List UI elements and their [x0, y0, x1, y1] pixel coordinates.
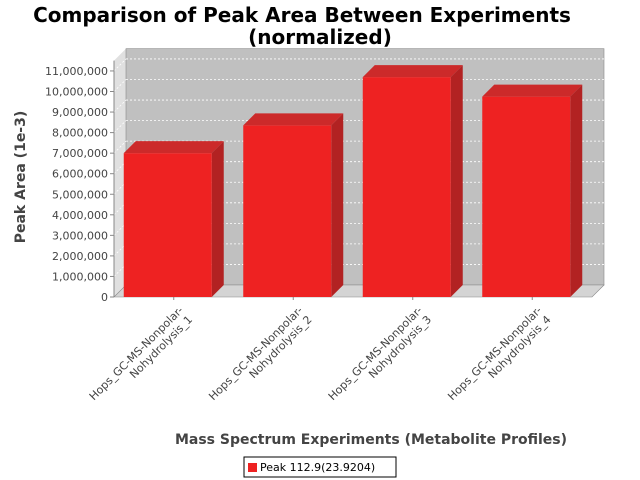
legend: Peak 112.9(23.9204): [243, 456, 397, 478]
y-axis: 0 1,000,000 2,000,000 3,000,000 4,000,000 5,0…: [45, 60, 115, 304]
x-axis-label: Mass Spectrum Experiments (Metabolite Pr…: [175, 432, 567, 448]
legend-item-label: Peak 112.9(23.9204): [260, 461, 375, 474]
gridline-diagonal: [113, 79, 127, 92]
gridline-diagonal: [113, 99, 127, 113]
bars: [123, 65, 583, 298]
x-tick-label: Hops_GC-MS-Nonpolar-Nohydrolysis_2: [206, 304, 314, 403]
x-axis: Hops_GC-MS-Nonpolar-Nohydrolysis_1 Hops_G…: [87, 297, 554, 403]
legend-swatch: [248, 463, 257, 472]
y-tick-label: 10,000,000: [45, 86, 108, 99]
bar-top: [123, 141, 224, 154]
plot-left-wall: [114, 48, 126, 297]
gridlines: [113, 58, 604, 277]
gridline-diagonal: [113, 243, 127, 257]
bar: [123, 153, 212, 297]
x-tick-label: Hops_GC-MS-Nonpolar-Nohydrolysis_3: [326, 304, 434, 403]
y-tick-label: 1,000,000: [52, 270, 108, 283]
y-tick-label: 3,000,000: [52, 229, 108, 242]
gridline-diagonal: [113, 264, 127, 277]
x-tick-label-line: Hops_GC-MS-Nonpolar-: [326, 304, 425, 403]
y-tick-label: 8,000,000: [52, 127, 108, 140]
x-tick-label: Hops_GC-MS-Nonpolar-Nohydrolysis_1: [87, 304, 195, 403]
y-tick-label: 7,000,000: [52, 147, 108, 160]
gridline-diagonal: [113, 120, 127, 133]
y-tick-label: 6,000,000: [52, 168, 108, 181]
gridline-diagonal: [113, 181, 127, 195]
x-tick-label-line: Hops_GC-MS-Nonpolar-: [445, 304, 544, 403]
chart-title: Comparison of Peak Area Between Experime…: [33, 3, 571, 27]
bar-top: [362, 65, 463, 78]
gridline-diagonal: [113, 161, 127, 174]
bar-top: [243, 113, 344, 126]
gridline-diagonal: [113, 58, 127, 72]
gridline-diagonal: [113, 202, 127, 216]
gridline-diagonal: [113, 140, 127, 154]
y-tick-label: 2,000,000: [52, 250, 108, 263]
bar: [362, 77, 451, 298]
bar: [482, 96, 571, 297]
bar-side: [211, 141, 224, 297]
bar-top: [482, 84, 583, 97]
x-tick-label: Hops_GC-MS-Nonpolar-Nohydrolysis_4: [445, 304, 553, 403]
bar-side: [331, 113, 344, 297]
legend-box: [243, 456, 397, 478]
x-tick-label-line: Hops_GC-MS-Nonpolar-: [206, 304, 305, 403]
x-tick-label-line: Hops_GC-MS-Nonpolar-: [87, 304, 186, 403]
bar-side: [450, 65, 463, 298]
y-tick-label: 4,000,000: [52, 209, 108, 222]
y-tick-label: 9,000,000: [52, 106, 108, 119]
bar-side: [570, 84, 583, 297]
y-tick-label: 5,000,000: [52, 188, 108, 201]
y-tick-label: 0: [101, 291, 108, 304]
y-axis-label: Peak Area (1e-3): [13, 111, 29, 244]
gridline-diagonal: [113, 223, 127, 236]
chart-subtitle: (normalized): [248, 25, 392, 49]
bar: [243, 125, 332, 297]
y-tick-label: 11,000,000: [45, 65, 108, 78]
